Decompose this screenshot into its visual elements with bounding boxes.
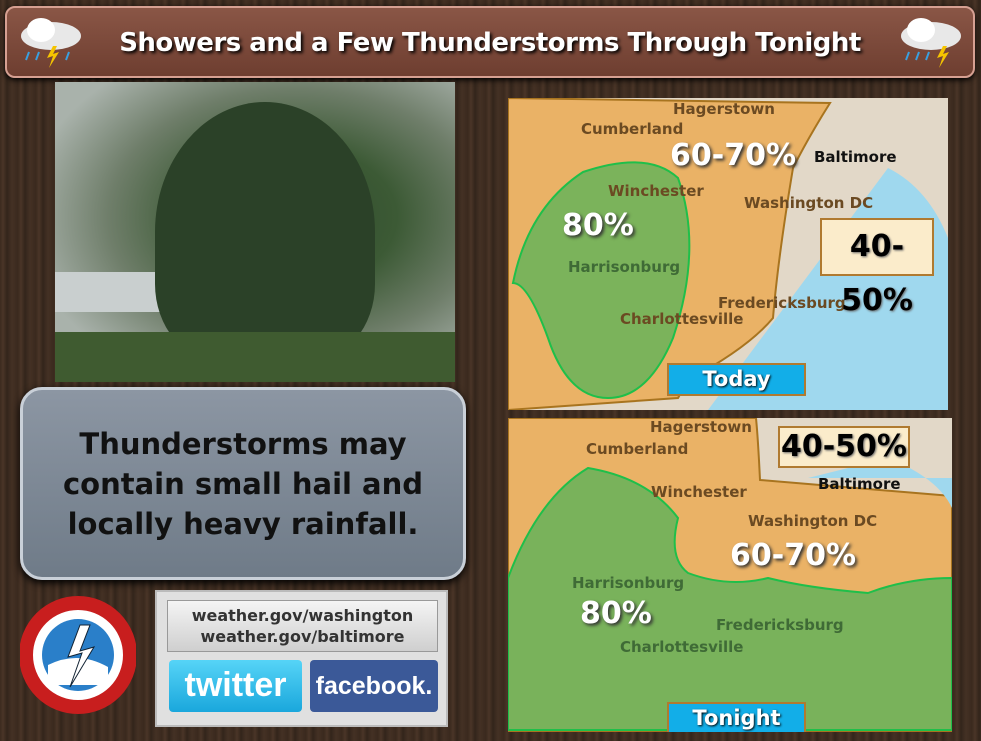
map-tonight: Hagerstown Cumberland Winchester Baltimo… bbox=[508, 418, 952, 732]
pct-80: 80% bbox=[580, 596, 652, 631]
city-harrisonburg: Harrisonburg bbox=[572, 574, 685, 592]
city-hagerstown: Hagerstown bbox=[650, 418, 752, 436]
nws-logo bbox=[20, 596, 136, 714]
website-links: weather.gov/washington weather.gov/balti… bbox=[167, 600, 438, 652]
facebook-button[interactable]: facebook. bbox=[310, 660, 438, 712]
tree bbox=[155, 102, 375, 362]
storm-cloud-icon bbox=[901, 18, 961, 68]
map-zones-tonight bbox=[508, 418, 952, 732]
city-winchester: Winchester bbox=[651, 483, 747, 501]
zone-80 bbox=[511, 161, 691, 400]
pct-60-70: 60-70% bbox=[670, 138, 797, 173]
city-washington-dc: Washington DC bbox=[744, 194, 874, 212]
city-harrisonburg: Harrisonburg bbox=[568, 258, 681, 276]
pct-80: 80% bbox=[562, 208, 634, 243]
city-washington-dc: Washington DC bbox=[748, 512, 878, 530]
city-fredericksburg: Fredericksburg bbox=[716, 616, 844, 634]
city-charlottesville: Charlottesville bbox=[620, 310, 744, 328]
link-washington[interactable]: weather.gov/washington bbox=[191, 606, 414, 625]
city-cumberland: Cumberland bbox=[586, 440, 689, 458]
title-bar: Showers and a Few Thunderstorms Through … bbox=[5, 6, 975, 78]
links-panel: weather.gov/washington weather.gov/balti… bbox=[155, 590, 448, 727]
city-fredericksburg: Fredericksburg bbox=[718, 294, 846, 312]
pct-40-50: 40-50% bbox=[778, 426, 910, 468]
hazard-message: Thunderstorms may contain small hail and… bbox=[62, 426, 424, 541]
zone-80 bbox=[508, 466, 952, 731]
map-zones-today bbox=[508, 98, 948, 410]
city-baltimore: Baltimore bbox=[818, 475, 901, 493]
city-winchester: Winchester bbox=[608, 182, 704, 200]
label-tonight: Tonight bbox=[667, 702, 806, 732]
map-today: Hagerstown Cumberland Winchester Baltimo… bbox=[508, 98, 948, 410]
city-baltimore: Baltimore bbox=[814, 148, 897, 166]
city-cumberland: Cumberland bbox=[581, 120, 684, 138]
link-baltimore[interactable]: weather.gov/baltimore bbox=[200, 627, 405, 646]
page-title: Showers and a Few Thunderstorms Through … bbox=[119, 28, 861, 58]
message-box: Thunderstorms may contain small hail and… bbox=[20, 387, 466, 580]
pct-40-50: 40-50% bbox=[820, 218, 934, 318]
label-today: Today bbox=[667, 363, 806, 396]
storm-cloud-icon bbox=[21, 18, 81, 68]
twitter-button[interactable]: twitter bbox=[169, 660, 302, 712]
pct-60-70: 60-70% bbox=[730, 538, 857, 573]
bay-water bbox=[808, 458, 952, 508]
rain-photo bbox=[55, 82, 455, 382]
city-hagerstown: Hagerstown bbox=[673, 100, 775, 118]
city-charlottesville: Charlottesville bbox=[620, 638, 744, 656]
grass bbox=[55, 332, 455, 382]
